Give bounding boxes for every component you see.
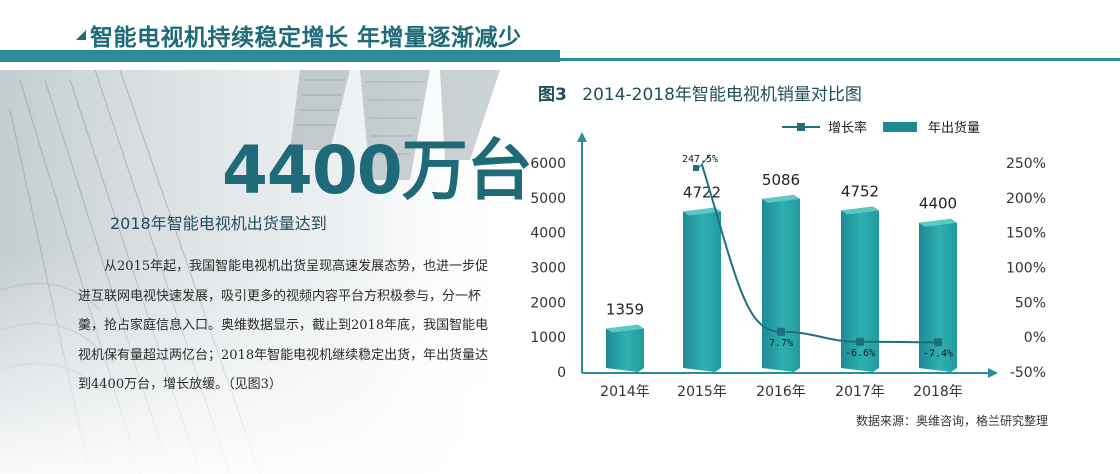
legend-line-marker	[797, 123, 805, 131]
growth-rate-label: 7.7%	[769, 338, 793, 349]
architecture-illustration	[0, 70, 520, 474]
bar-data-label: 4722	[683, 184, 721, 202]
y-left-tick-label: 4000	[530, 226, 566, 242]
bar	[762, 194, 800, 372]
growth-rate-marker	[934, 338, 942, 347]
y-left-tick-label: 0	[557, 365, 566, 381]
y-right-tick-label: 200%	[1006, 191, 1046, 207]
legend-label-shipments: 年出货量	[928, 120, 980, 136]
y-axis-arrow-icon	[577, 132, 587, 142]
legend-bar-swatch	[883, 122, 917, 132]
bar-top	[762, 194, 800, 203]
bar	[841, 206, 879, 372]
data-source: 数据来源：奥维咨询，格兰研究整理	[856, 414, 1049, 428]
y-right-tick-label: -50%	[1010, 365, 1046, 381]
header-accent-bar	[0, 50, 560, 62]
x-tick-label: 2018年	[913, 384, 963, 400]
leader-line	[695, 154, 711, 172]
y-right-tick-label: 150%	[1006, 226, 1046, 242]
headline-figure: 4400万台	[222, 132, 533, 209]
bar-data-label: 5086	[762, 171, 800, 189]
growth-rate-marker	[777, 327, 785, 336]
growth-rate-label: -6.6%	[845, 348, 875, 359]
growth-rate-label: 247.5%	[682, 154, 718, 165]
x-tick-label: 2017年	[835, 384, 885, 400]
y-right-tick-label: 100%	[1006, 261, 1046, 277]
bar-top	[919, 218, 957, 227]
chart-figure-number: 图3	[538, 85, 567, 105]
y-left-tick-label: 1000	[530, 330, 566, 346]
y-left-tick-label: 6000	[530, 156, 566, 172]
body-paragraph: 从2015年起，我国智能电视机出货呈现高速发展态势，也进一步促进互联网电视快速发…	[78, 259, 489, 392]
x-tick-label: 2016年	[756, 384, 806, 400]
bar	[606, 324, 644, 372]
y-left-tick-label: 3000	[530, 261, 566, 277]
bar-top	[606, 324, 644, 333]
triangle-icon	[76, 30, 86, 40]
y-left-tick-label: 2000	[530, 295, 566, 311]
legend-label-growth-rate: 增长率	[828, 120, 867, 136]
page-title: 智能电视机持续稳定增长 年增量逐渐减少	[76, 18, 522, 52]
growth-rate-line	[701, 164, 939, 344]
y-right-tick-label: 250%	[1006, 156, 1046, 172]
chart-title-text: 2014-2018年智能电视机销量对比图	[582, 85, 862, 105]
bar-data-label: 4752	[841, 182, 879, 200]
headline-caption: 2018年智能电视机出货量达到	[110, 214, 327, 233]
header: 智能电视机持续稳定增长 年增量逐渐减少	[0, 0, 1120, 70]
header-rule	[560, 58, 1120, 61]
x-tick-label: 2014年	[600, 384, 650, 400]
bar-data-label: 1359	[606, 301, 644, 319]
growth-rate-marker	[856, 337, 864, 346]
x-tick-label: 2015年	[677, 384, 727, 400]
y-left-tick-label: 5000	[530, 191, 566, 207]
bar	[919, 218, 957, 372]
growth-rate-marker	[693, 165, 699, 171]
y-right-tick-label: 0%	[1024, 330, 1046, 346]
bar-top	[683, 207, 721, 216]
chart-title: 图3 2014-2018年智能电视机销量对比图	[538, 80, 862, 105]
bar-top	[841, 206, 879, 215]
y-right-tick-label: 50%	[1015, 295, 1046, 311]
bar	[683, 207, 721, 372]
x-axis-arrow-icon	[988, 368, 998, 378]
page-title-text: 智能电视机持续稳定增长 年增量逐渐减少	[90, 25, 522, 51]
bar-data-label: 4400	[919, 195, 957, 213]
growth-rate-label: -7.4%	[923, 348, 953, 359]
